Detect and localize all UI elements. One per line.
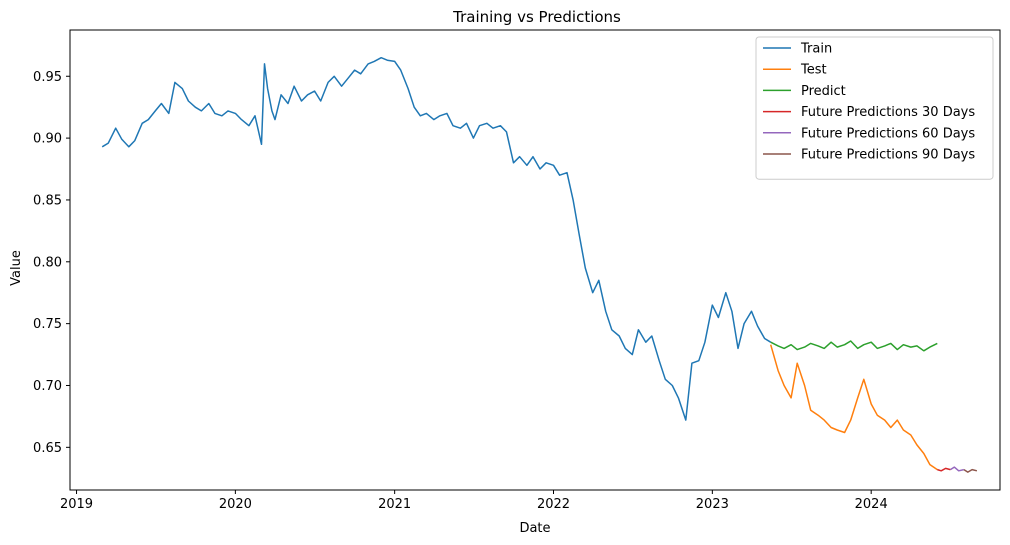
x-tick-label: 2020 [219, 497, 252, 512]
x-tick-label: 2019 [60, 497, 93, 512]
y-tick-label: 0.95 [33, 70, 62, 85]
y-tick-label: 0.90 [33, 132, 62, 147]
x-tick-label: 2024 [855, 497, 888, 512]
axes: 2019 2020 2021 2022 2023 2024 0.65 0.70 0.75 0.80… [33, 70, 888, 512]
y-tick-label: 0.70 [33, 379, 62, 394]
y-tick-label: 0.75 [33, 317, 62, 332]
legend-label-5: Future Predictions 90 Days [801, 148, 975, 163]
series-line-1 [769, 344, 938, 471]
x-tick-label: 2021 [378, 497, 411, 512]
x-tick-label: 2022 [537, 497, 570, 512]
y-tick-label: 0.85 [33, 193, 62, 208]
legend-label-2: Predict [801, 84, 846, 99]
y-tick-label: 0.65 [33, 441, 62, 456]
series-line-3 [937, 467, 951, 472]
legend-label-1: Test [800, 63, 827, 78]
legend-label-3: Future Predictions 30 Days [801, 105, 975, 120]
series-line-0 [101, 56, 772, 421]
legend-box [755, 36, 994, 180]
x-tick-label: 2023 [696, 497, 729, 512]
plot-frame [69, 29, 1001, 491]
legend: Train Test Predict Future Predictions 30 Da… [755, 36, 994, 180]
series-line-5 [963, 468, 978, 473]
y-axis-title: Value [9, 250, 24, 286]
plot-area [101, 56, 978, 473]
chart-title: Training vs Predictions [452, 8, 621, 26]
legend-label-0: Train [800, 42, 832, 57]
series-line-2 [770, 340, 938, 352]
x-axis-title: Date [519, 521, 550, 536]
series-line-4 [949, 466, 965, 472]
y-tick-label: 0.80 [33, 255, 62, 270]
legend-label-4: Future Predictions 60 Days [801, 126, 975, 141]
